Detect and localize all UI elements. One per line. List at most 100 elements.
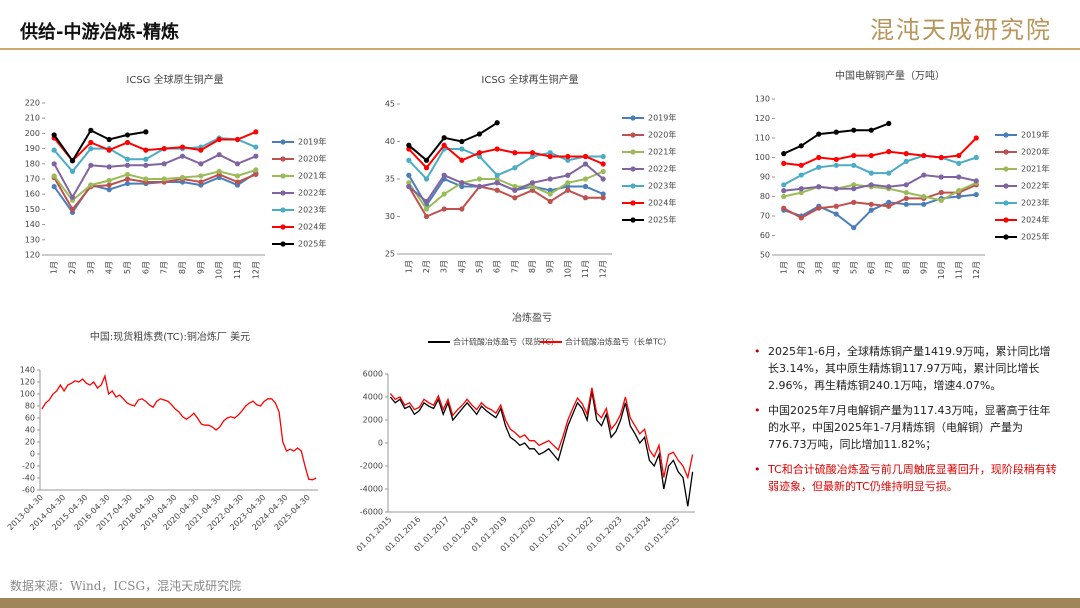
legend-marker	[280, 207, 286, 213]
y-tick-label: 100	[20, 390, 35, 399]
series-line	[783, 122, 890, 155]
point	[816, 184, 822, 190]
legend-label: 2025年	[648, 215, 676, 225]
point	[868, 207, 874, 213]
point	[88, 139, 94, 146]
x-tick-label: 12月	[972, 261, 981, 279]
legend-label: 2020年	[648, 130, 676, 140]
legend-marker	[1003, 200, 1009, 206]
point	[476, 183, 483, 190]
legend-marker	[1003, 149, 1009, 155]
series-line	[53, 153, 257, 200]
point	[88, 162, 94, 168]
point	[51, 132, 57, 138]
point	[423, 206, 430, 212]
x-tick-label: 4月	[832, 261, 841, 274]
legend-label: 2019年	[298, 137, 326, 147]
point	[494, 180, 500, 186]
point	[851, 127, 857, 133]
point	[565, 157, 571, 163]
point	[973, 135, 979, 141]
point	[406, 172, 412, 178]
legend-label: 2024年	[648, 198, 676, 208]
point	[600, 161, 606, 167]
x-tick-label: 10月	[937, 261, 946, 279]
legend-label: 2021年	[1021, 164, 1049, 174]
point	[903, 158, 909, 164]
point	[851, 182, 857, 188]
series-line	[53, 168, 257, 202]
point	[816, 154, 822, 161]
x-tick-label: 7月	[160, 261, 169, 274]
point	[781, 188, 787, 194]
point	[938, 190, 944, 196]
point	[600, 153, 606, 160]
point	[512, 187, 518, 193]
legend-label: 2024年	[1021, 215, 1049, 225]
legend-label: 2020年	[298, 154, 326, 164]
point	[886, 199, 892, 205]
legend-label: 合计硫酸冶炼盈亏（长单TC）	[565, 337, 671, 347]
point	[956, 188, 962, 194]
legend-marker	[1003, 132, 1009, 138]
point	[798, 215, 804, 221]
point	[903, 201, 909, 207]
y-tick-label: -6000	[360, 508, 383, 517]
x-tick-label: 9月	[196, 261, 205, 274]
x-tick-label: 3月	[86, 261, 95, 274]
point	[851, 162, 857, 168]
point	[938, 174, 944, 180]
point	[600, 195, 606, 201]
series-line	[53, 173, 257, 212]
x-tick-label: 1月	[404, 260, 413, 273]
point	[106, 182, 112, 188]
series-line	[408, 148, 604, 181]
y-tick-label: 80	[760, 192, 770, 201]
point	[798, 190, 804, 196]
point	[124, 156, 131, 162]
point	[851, 225, 857, 231]
legend-marker	[630, 200, 636, 206]
series-line	[408, 121, 498, 162]
x-tick-label: 3月	[814, 261, 823, 274]
x-tick-label: 2月	[68, 261, 77, 274]
point	[956, 160, 962, 166]
legend-label: 2023年	[1021, 198, 1049, 208]
point	[547, 150, 553, 156]
legend-marker	[630, 115, 636, 121]
point	[851, 152, 857, 159]
point	[441, 142, 447, 148]
y-tick-label: 200	[25, 129, 40, 138]
series-line	[783, 137, 978, 167]
point	[938, 197, 944, 203]
point	[441, 206, 447, 212]
series-line	[407, 170, 604, 211]
legend-label: 2023年	[298, 205, 326, 215]
point	[921, 152, 927, 159]
y-tick-label: 35	[385, 175, 395, 184]
series-line	[53, 130, 257, 163]
point	[476, 153, 483, 160]
point	[868, 201, 874, 207]
x-tick-label: 2月	[422, 260, 431, 273]
point	[198, 161, 204, 167]
point	[547, 176, 553, 182]
point	[529, 150, 536, 156]
point	[494, 120, 500, 126]
x-tick-label: 1月	[50, 261, 59, 274]
point	[582, 195, 589, 201]
legend-marker	[280, 173, 286, 179]
point	[476, 176, 483, 182]
point	[529, 180, 536, 186]
x-tick-label: 5月	[475, 260, 484, 273]
point	[886, 120, 892, 127]
point	[565, 180, 571, 186]
point	[565, 153, 571, 160]
point	[600, 176, 606, 182]
y-tick-label: -20	[22, 462, 35, 471]
point	[547, 187, 553, 193]
point	[423, 165, 430, 171]
legend-marker	[630, 132, 636, 138]
point	[69, 168, 76, 174]
